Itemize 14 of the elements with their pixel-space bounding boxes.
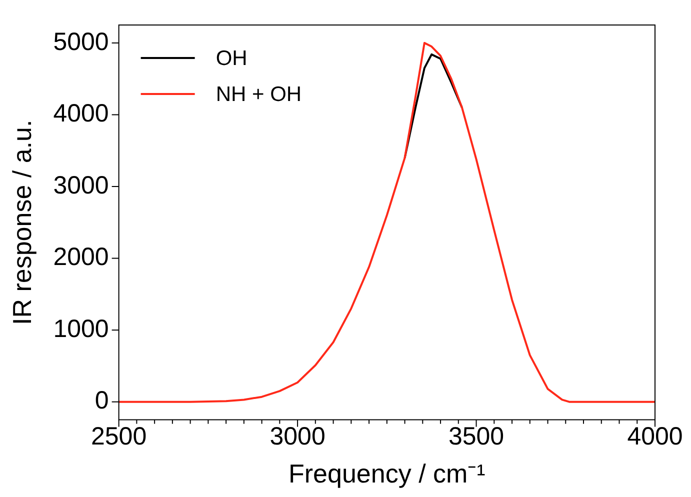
x-tick-label: 3500: [448, 422, 504, 451]
y-tick-label: 5000: [53, 28, 109, 56]
legend-label: NH + OH: [216, 82, 302, 106]
y-tick-label: 3000: [53, 171, 109, 200]
y-tick-label: 1000: [53, 314, 109, 343]
y-tick-label: 4000: [53, 100, 109, 128]
y-tick-label: 0: [94, 386, 109, 415]
x-axis-title: Frequency / cm⁻¹: [288, 458, 486, 489]
legend-label: OH: [216, 46, 248, 70]
y-axis-title: IR response / a.u.: [6, 120, 37, 326]
y-tick-label: 2000: [53, 243, 109, 272]
x-tick-label: 3000: [270, 422, 326, 451]
x-tick-label: 4000: [627, 422, 683, 451]
x-tick-label: 2500: [91, 422, 147, 451]
